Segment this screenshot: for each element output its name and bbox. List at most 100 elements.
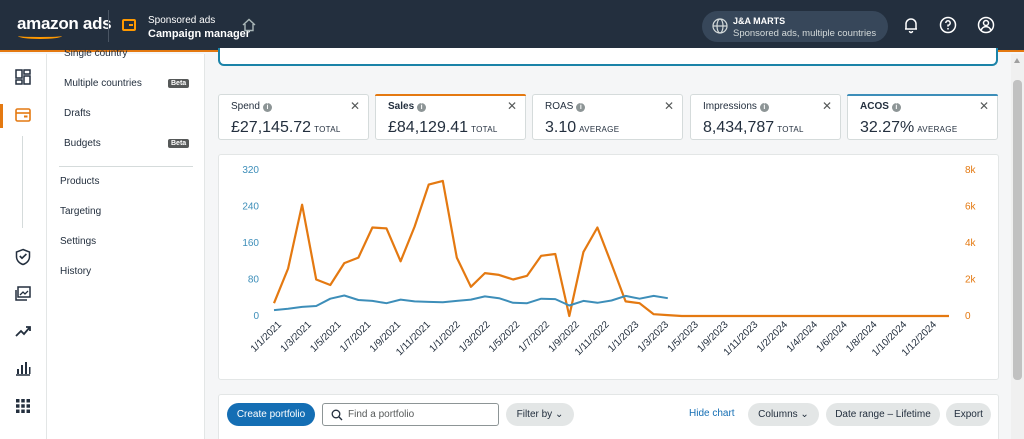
trend-icon[interactable] — [14, 322, 32, 340]
metric-label: Impressions i — [703, 101, 769, 112]
metric-label: Spend i — [231, 101, 272, 112]
metric-card-sales[interactable]: Sales i ✕ £84,129.41 TOTAL — [375, 94, 526, 140]
y-left-tick-label: 240 — [242, 202, 259, 213]
line-chart: 08016024032002k4k6k8k1/1/20211/3/20211/5… — [242, 165, 977, 359]
y-left-tick-label: 320 — [242, 165, 259, 176]
collapsed-panel — [218, 48, 998, 66]
top-bar: amazon ads Sponsored ads Campaign manage… — [0, 0, 1024, 52]
x-tick-label: 1/6/2024 — [814, 319, 850, 355]
y-left-tick-label: 160 — [242, 238, 259, 249]
metric-card-roas[interactable]: ROAS i ✕ 3.10 AVERAGE — [532, 94, 683, 140]
account-name: J&A MARTS — [733, 16, 786, 26]
x-tick-label: 1/2/2024 — [755, 319, 791, 355]
account-subtitle: Sponsored ads, multiple countries — [733, 28, 877, 39]
metric-label: Sales i — [388, 101, 427, 112]
scroll-up-icon[interactable] — [1014, 58, 1020, 63]
export-button[interactable]: Export — [946, 403, 991, 426]
x-tick-label: 1/7/2022 — [517, 319, 553, 355]
create-portfolio-button[interactable]: Create portfolio — [227, 403, 315, 426]
info-icon[interactable]: i — [262, 103, 272, 112]
amazon-ads-logo[interactable]: amazon ads — [17, 14, 112, 33]
x-tick-label: 1/3/2021 — [279, 319, 315, 355]
metric-label: ACOS i — [860, 101, 901, 112]
y-left-tick-label: 0 — [253, 311, 259, 322]
info-icon[interactable]: i — [891, 103, 901, 112]
left-rail — [0, 54, 47, 439]
account-selector[interactable]: J&A MARTS Sponsored ads, multiple countr… — [702, 11, 888, 42]
x-tick-label: 1/5/2021 — [308, 319, 344, 355]
close-icon[interactable]: ✕ — [821, 99, 832, 113]
rail-tree-line — [22, 136, 23, 228]
columns-button[interactable]: Columns ⌄ — [748, 403, 819, 426]
portfolio-search-input[interactable]: Find a portfolio — [322, 403, 499, 426]
y-right-tick-label: 4k — [965, 238, 977, 249]
y-right-tick-label: 8k — [965, 165, 977, 176]
metric-card-spend[interactable]: Spend i ✕ £27,145.72 TOTAL — [218, 94, 369, 140]
help-icon[interactable] — [939, 16, 957, 34]
info-icon[interactable]: i — [417, 103, 427, 112]
beta-badge: Beta — [168, 79, 190, 88]
dashboard-icon[interactable] — [14, 68, 32, 86]
user-icon[interactable] — [977, 16, 995, 34]
metric-value: £27,145.72 TOTAL — [231, 119, 341, 136]
nav-item-drafts[interactable]: Drafts — [64, 108, 91, 119]
nav-item-single-country[interactable]: Single country — [64, 48, 128, 59]
chevron-down-icon: ⌄ — [554, 409, 564, 420]
filter-by-button[interactable]: Filter by ⌄ — [506, 403, 574, 426]
close-icon[interactable]: ✕ — [506, 99, 517, 113]
shield-icon[interactable] — [14, 248, 32, 266]
nav-item-products[interactable]: Products — [60, 176, 100, 187]
info-icon[interactable]: i — [576, 103, 586, 112]
series-line-1 — [273, 294, 668, 312]
x-tick-label: 1/5/2023 — [666, 319, 702, 355]
nav-item-targeting[interactable]: Targeting — [60, 206, 102, 217]
nav-item-settings[interactable]: Settings — [60, 236, 97, 247]
beta-badge: Beta — [168, 139, 190, 148]
chevron-down-icon: ⌄ — [800, 409, 809, 420]
scroll-thumb[interactable] — [1013, 80, 1022, 380]
rail-active-indicator — [0, 104, 3, 128]
y-right-tick-label: 0 — [965, 311, 971, 322]
nav-item-history[interactable]: History — [60, 266, 92, 277]
campaign-manager-icon — [122, 19, 136, 31]
metric-value: 32.27% AVERAGE — [860, 119, 958, 136]
bell-icon[interactable] — [902, 16, 920, 34]
metric-card-impressions[interactable]: Impressions i ✕ 8,434,787 TOTAL — [690, 94, 841, 140]
scrollbar[interactable] — [1011, 54, 1024, 439]
x-tick-label: 1/1/2022 — [427, 319, 463, 355]
logo-smile — [18, 33, 62, 39]
y-right-tick-label: 6k — [965, 202, 977, 213]
x-tick-label: 1/5/2022 — [487, 319, 523, 355]
nav-item-multiple-countries[interactable]: Multiple countries — [64, 78, 142, 89]
metric-card-acos[interactable]: ACOS i ✕ 32.27% AVERAGE — [847, 94, 998, 140]
y-left-tick-label: 80 — [248, 275, 260, 286]
series-line-0 — [272, 179, 949, 318]
portfolio-toolbar: Create portfolio Find a portfolio Filter… — [218, 394, 999, 439]
close-icon[interactable]: ✕ — [978, 99, 989, 113]
media-icon[interactable] — [14, 285, 32, 303]
header-divider — [108, 10, 109, 42]
app-title[interactable]: Campaign manager — [148, 28, 251, 40]
date-range-button[interactable]: Date range – Lifetime — [826, 403, 940, 426]
hide-chart-link[interactable]: Hide chart — [689, 408, 735, 419]
metric-accent — [375, 94, 526, 96]
apps-icon[interactable] — [14, 397, 32, 415]
home-icon[interactable] — [242, 18, 256, 32]
y-right-tick-label: 2k — [965, 275, 977, 286]
x-tick-label: 1/1/2023 — [606, 319, 642, 355]
nav-panel: Single country Multiple countries Beta D… — [47, 48, 205, 439]
close-icon[interactable]: ✕ — [349, 99, 360, 113]
nav-item-budgets[interactable]: Budgets — [64, 138, 101, 149]
campaign-icon[interactable] — [14, 106, 32, 124]
globe-icon — [712, 18, 728, 34]
x-tick-label: 1/1/2021 — [249, 319, 285, 355]
close-icon[interactable]: ✕ — [663, 99, 674, 113]
metric-value: £84,129.41 TOTAL — [388, 119, 498, 136]
x-tick-label: 1/3/2022 — [457, 319, 493, 355]
performance-chart: 0 80 160 240 320 0 2k 4k 6k 8k 1/1/2021 1/3/2021 1/5… — [218, 154, 999, 380]
x-tick-label: 1/7/2021 — [338, 319, 374, 355]
info-icon[interactable]: i — [759, 103, 769, 112]
x-tick-label: 1/3/2023 — [636, 319, 672, 355]
bar-chart-icon[interactable] — [14, 359, 32, 377]
app-product-name: Sponsored ads — [148, 15, 216, 26]
